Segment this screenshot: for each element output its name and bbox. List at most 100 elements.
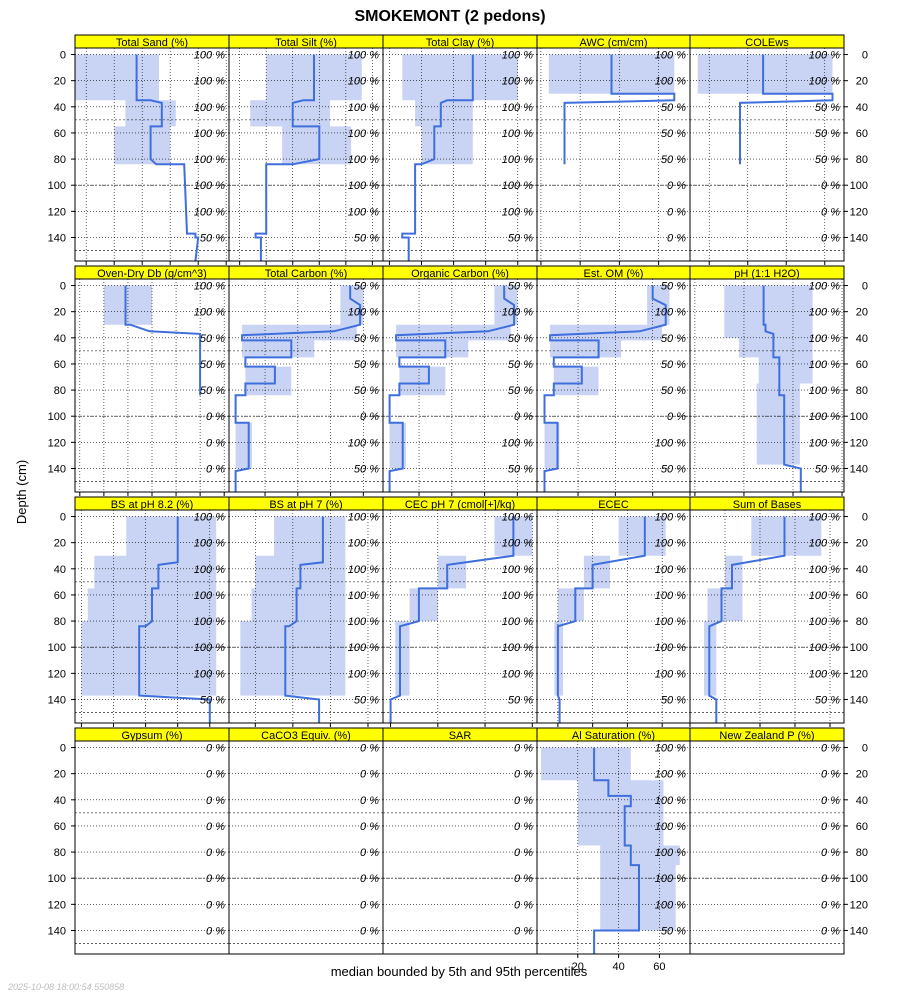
x-tick-label: 20 [572, 961, 584, 973]
y-tick-label: 20 [856, 307, 868, 319]
contribution-label: 100 % [655, 616, 686, 628]
y-tick-label: 100 [48, 873, 66, 885]
contribution-label: 50 % [508, 359, 533, 371]
contribution-label: 50 % [661, 694, 686, 706]
y-tick-label: 0 [60, 50, 66, 62]
contribution-label: 100 % [348, 590, 379, 602]
contribution-label: 100 % [809, 76, 840, 88]
contribution-label: 100 % [655, 538, 686, 550]
contribution-label: 100 % [655, 821, 686, 833]
panel-strip-label: Organic Carbon (%) [411, 268, 509, 280]
contribution-label: 100 % [194, 281, 225, 293]
y-tick-label: 60 [856, 590, 868, 602]
y-tick-label: 120 [48, 668, 66, 680]
contribution-label: 100 % [502, 76, 533, 88]
y-tick-label: 120 [48, 437, 66, 449]
contribution-label: 0 % [206, 873, 225, 885]
panel-strip-label: pH (1:1 H2O) [734, 268, 799, 280]
y-tick-label: 80 [54, 616, 66, 628]
panel-bs-at-ph-8-2: BS at pH 8.2 (%)100 %100 %100 %100 %100 … [48, 496, 230, 742]
contribution-label: 100 % [502, 102, 533, 114]
contribution-label: 100 % [194, 564, 225, 576]
contribution-label: 100 % [194, 512, 225, 524]
panel-ecec: ECEC 100 % 100 % 100 % 100 % 100 % 100 % 100 % 5… [536, 496, 691, 742]
y-tick-label: 140 [48, 925, 66, 937]
contribution-label: 100 % [502, 154, 533, 166]
contribution-label: 50 % [815, 128, 840, 140]
contribution-label: 50 % [661, 128, 686, 140]
panel-grid: Total Sand (%) 100 % 100 % 100 % 100 % 100 % 1… [48, 34, 868, 973]
contribution-label: 0 % [821, 180, 840, 192]
x-axis-label: median bounded by 5th and 95th percentil… [331, 964, 588, 979]
percentile-band [242, 285, 364, 358]
percentile-band [103, 285, 152, 325]
contribution-label: 0 % [360, 821, 379, 833]
contribution-label: 0 % [206, 437, 225, 449]
contribution-label: 100 % [809, 512, 840, 524]
contribution-label: 50 % [508, 694, 533, 706]
contribution-label: 0 % [514, 795, 533, 807]
contribution-label: 0 % [514, 743, 533, 755]
contribution-label: 0 % [206, 899, 225, 911]
y-tick-label: 20 [54, 769, 66, 781]
contribution-label: 0 % [821, 206, 840, 218]
contribution-label: 0 % [206, 795, 225, 807]
contribution-label: 100 % [194, 154, 225, 166]
contribution-label: 100 % [348, 76, 379, 88]
contribution-label: 50 % [508, 333, 533, 345]
panel-strip-label: COLEws [745, 37, 789, 49]
y-tick-label: 40 [856, 333, 868, 345]
panel-total-clay: Total Clay (%) 100 % 100 % 100 % 100 % 100 % 1… [382, 34, 538, 280]
contribution-label: 0 % [821, 769, 840, 781]
contribution-label: 100 % [194, 128, 225, 140]
panel-strip-label: SAR [449, 730, 472, 742]
percentile-band [544, 422, 560, 469]
panel-bs-at-ph-7: BS at pH 7 (%) 100 % 100 % 100 % 100 % 100 % 1… [228, 496, 384, 742]
contribution-label: 100 % [348, 307, 379, 319]
contribution-label: 50 % [661, 102, 686, 114]
contribution-label: 0 % [667, 232, 686, 244]
contribution-label: 0 % [514, 899, 533, 911]
contribution-label: 0 % [821, 925, 840, 937]
y-tick-label: 120 [48, 899, 66, 911]
y-tick-label: 0 [60, 743, 66, 755]
x-tick-label: 60 [653, 961, 665, 973]
contribution-label: 50 % [815, 463, 840, 475]
contribution-label: 100 % [655, 642, 686, 654]
y-tick-label: 20 [856, 76, 868, 88]
panel-sar: SAR 0 % 0 % 0 % 0 % 0 % 0 % 0 % 0 % [382, 727, 538, 955]
contribution-label: 50 % [508, 385, 533, 397]
median-profile-line [543, 285, 667, 492]
contribution-label: 100 % [502, 50, 533, 62]
panel-strip-label: Total Silt (%) [275, 37, 337, 49]
contribution-label: 100 % [655, 50, 686, 62]
y-tick-label: 40 [856, 102, 868, 114]
contribution-label: 100 % [194, 180, 225, 192]
percentile-band [554, 516, 666, 696]
contribution-label: 50 % [354, 694, 379, 706]
contribution-label: 100 % [502, 128, 533, 140]
contribution-label: 0 % [821, 821, 840, 833]
contribution-label: 100 % [809, 616, 840, 628]
y-tick-label: 60 [54, 359, 66, 371]
contribution-label: 0 % [821, 795, 840, 807]
contribution-label: 0 % [360, 795, 379, 807]
y-tick-label: 100 [48, 411, 66, 423]
contribution-label: 0 % [821, 232, 840, 244]
contribution-label: 0 % [667, 411, 686, 423]
contribution-label: 0 % [821, 743, 840, 755]
y-tick-label: 140 [850, 463, 868, 475]
contribution-label: 100 % [502, 616, 533, 628]
contribution-label: 0 % [514, 769, 533, 781]
y-tick-label: 140 [850, 232, 868, 244]
panel-ph-1-1-h2o: pH (1:1 H2O) 100 % 100 % 100 % 100 % 100 % 100… [687, 265, 868, 511]
contribution-label: 100 % [348, 642, 379, 654]
y-tick-label: 60 [54, 590, 66, 602]
y-tick-label: 80 [54, 385, 66, 397]
panel-strip-label: Total Sand (%) [116, 37, 188, 49]
contribution-label: 100 % [655, 743, 686, 755]
contribution-label: 100 % [655, 769, 686, 781]
percentile-band [541, 747, 680, 931]
panel-total-carbon: Total Carbon (%) 50 % 100 % 50 % 50 % 50 % 0 %… [228, 265, 384, 511]
